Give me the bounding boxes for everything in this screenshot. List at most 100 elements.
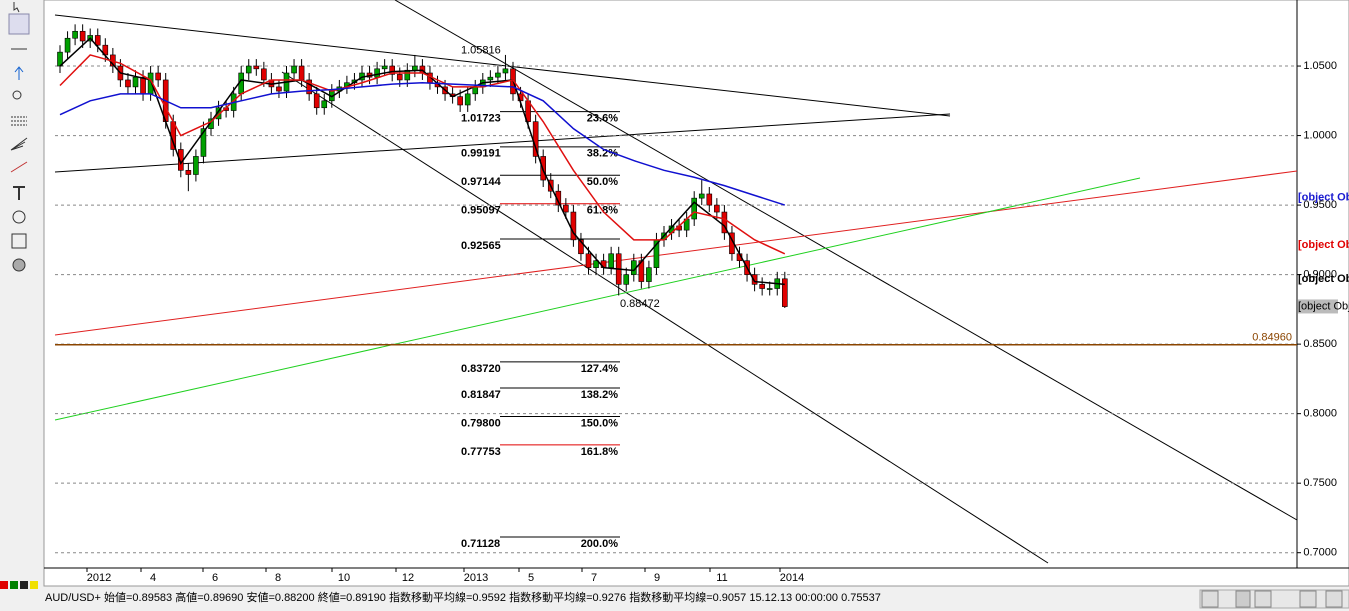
fib-ratio: 150.0% [581, 417, 619, 429]
candle-body [585, 253, 592, 268]
scroll-right[interactable] [1254, 590, 1272, 608]
fib-price: 0.77753 [461, 446, 501, 458]
zoom-in[interactable] [1325, 590, 1343, 608]
candle-body [781, 278, 788, 307]
candle-body [155, 72, 161, 81]
trend-line [54, 113, 951, 173]
x-tick-label: 10 [338, 572, 350, 584]
x-tick-label: 5 [528, 572, 534, 584]
trend-line [54, 177, 1141, 421]
candle-body [298, 65, 305, 81]
candle-body [472, 86, 479, 95]
candle-body [72, 30, 78, 39]
candle-body [759, 284, 765, 289]
tool-channel[interactable] [10, 161, 28, 173]
candle-body [691, 197, 698, 220]
tool-fan[interactable] [10, 137, 28, 151]
candle-body [578, 239, 584, 255]
x-tick-label: 6 [212, 572, 218, 584]
zoom-out[interactable] [1299, 590, 1317, 608]
swatch[interactable] [20, 581, 28, 589]
fib-price: 0.97144 [461, 176, 502, 188]
y-tick-label: 0.7000 [1303, 547, 1337, 559]
scroll-left[interactable] [1201, 590, 1219, 608]
candle-body [412, 65, 418, 71]
candle-body [306, 79, 312, 95]
fib-price: 1.01723 [461, 113, 501, 125]
candle-body [381, 65, 388, 70]
candle-body [132, 76, 139, 88]
x-tick-label: 2013 [464, 572, 488, 584]
scroll-thumb[interactable] [1235, 590, 1251, 608]
candle-body [698, 193, 705, 199]
candle-body [200, 128, 207, 157]
candle-body [208, 118, 214, 129]
x-tick-label: 9 [654, 572, 660, 584]
y-tick-label: 1.0000 [1303, 129, 1337, 141]
candle-body [502, 68, 509, 74]
x-tick-label: 11 [716, 572, 727, 584]
candle-body [253, 65, 260, 70]
tool-settings[interactable] [12, 258, 26, 272]
candle-body [646, 267, 652, 282]
tool-text[interactable] [13, 186, 25, 200]
tool-calc[interactable] [11, 233, 27, 249]
swatch[interactable] [10, 581, 18, 589]
swatch[interactable] [0, 581, 8, 589]
x-tick-label: 4 [150, 572, 156, 584]
candle-body [464, 93, 471, 106]
tool-grid[interactable] [11, 116, 27, 126]
fib-ratio: 127.4% [581, 363, 619, 375]
trend-line [54, 14, 951, 117]
fib-price: 0.95097 [461, 205, 501, 217]
x-tick-label: 8 [275, 572, 281, 584]
y-tick-label: 0.8500 [1303, 338, 1337, 350]
y-tick-label: 0.9000 [1303, 269, 1337, 281]
chart-area [43, 0, 1349, 587]
fib-ratio: 200.0% [581, 538, 619, 550]
fib-ratio: 138.2% [581, 389, 619, 401]
price-marker: [object Object] [1298, 239, 1349, 251]
tool-hand[interactable] [8, 13, 30, 35]
candle-body [706, 193, 713, 206]
tool-clock[interactable] [12, 210, 26, 224]
candle-body [374, 68, 380, 78]
candle-body [291, 65, 297, 74]
fib-price: 0.71128 [461, 538, 500, 550]
candle-body [593, 260, 599, 268]
tool-cursor[interactable] [13, 2, 20, 13]
candle-body [64, 37, 71, 53]
moving-average [59, 54, 786, 255]
toolbar [8, 2, 30, 272]
fib-price: 0.99191 [461, 148, 501, 160]
status-bar: AUD/USD+ 始値=0.89583 高値=0.89690 安値=0.8820… [45, 592, 881, 604]
price-marker: [object Object] [1298, 300, 1349, 312]
annotation: 0.88472 [620, 298, 660, 310]
y-tick-label: 0.7500 [1303, 477, 1337, 489]
level-label: 0.84960 [1252, 332, 1292, 344]
candle-body [766, 288, 773, 290]
moving-average [59, 37, 785, 286]
candle-body [185, 170, 192, 175]
candle-body [321, 100, 328, 109]
fib-ratio: 38.2% [587, 148, 618, 160]
fib-price: 0.92565 [461, 240, 501, 252]
x-tick-label: 2012 [87, 572, 111, 584]
color-swatches [0, 581, 38, 589]
x-tick-label: 7 [591, 572, 597, 584]
trend-line [54, 170, 1298, 336]
candle-body [261, 68, 267, 81]
fib-price: 0.79800 [461, 417, 501, 429]
candle-body [396, 74, 403, 81]
tool-zoom[interactable] [12, 90, 22, 100]
candle-body [721, 211, 728, 234]
candle-body [563, 204, 569, 213]
swatch[interactable] [30, 581, 38, 589]
candle-body [276, 86, 282, 92]
fib-price: 0.81847 [461, 389, 501, 401]
fib-price: 0.83720 [461, 363, 501, 375]
y-tick-label: 0.9500 [1303, 199, 1337, 211]
channel-line [281, 71, 1049, 564]
tool-arrow[interactable] [14, 66, 24, 80]
y-tick-label: 1.0500 [1303, 60, 1337, 72]
